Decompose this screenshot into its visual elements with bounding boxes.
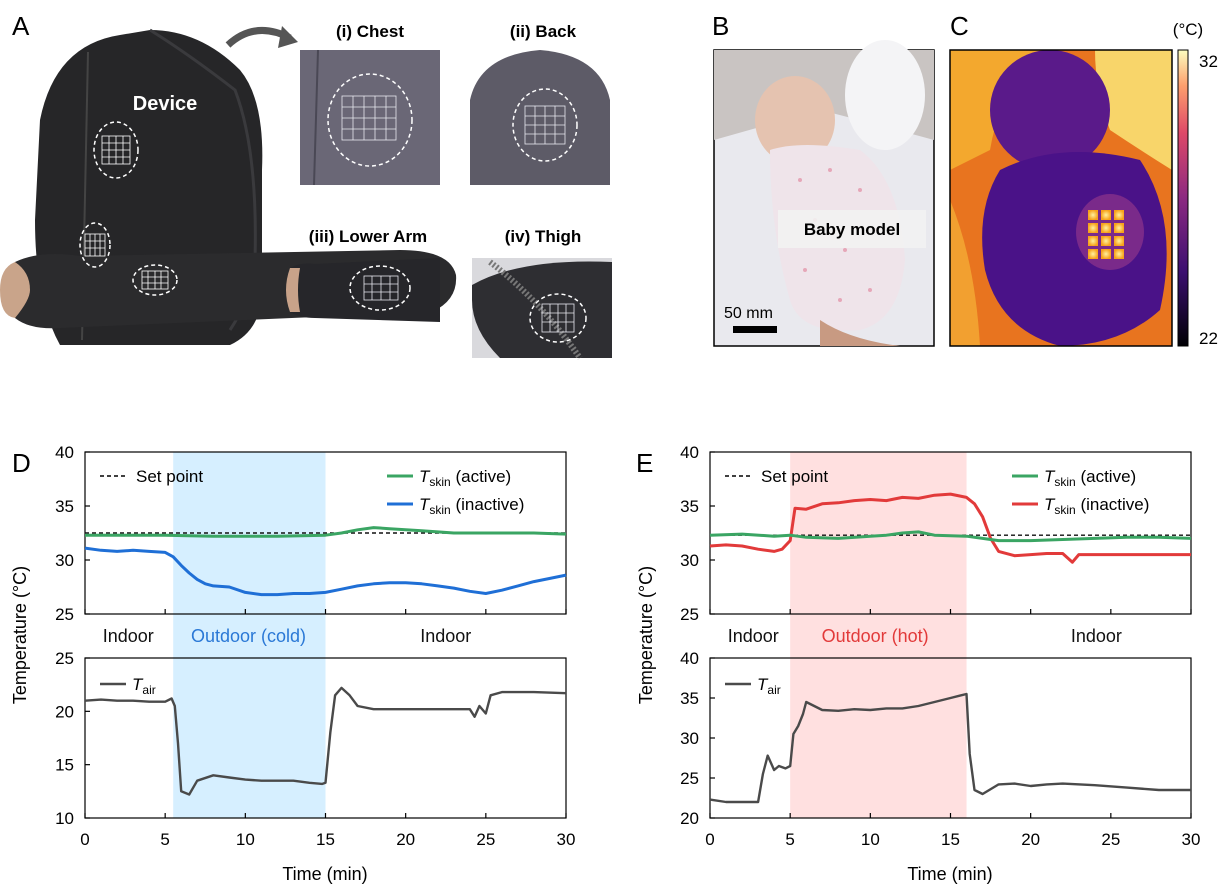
x-tick-label: 20 — [396, 830, 415, 849]
phase-labels-e: Indoor Outdoor (hot) Indoor — [728, 626, 1122, 646]
legend-inactive-label: Tskin (inactive) — [419, 495, 524, 517]
panel-letter-a: A — [12, 11, 30, 41]
colorbar-max-label: 32 — [1199, 52, 1218, 71]
chart-d-top: 25 30 35 40 Set point Tskin (active) Tskin (in… — [55, 443, 567, 624]
x-axis-label-d: Time (min) — [282, 864, 367, 884]
y-tick-label: 25 — [680, 769, 699, 788]
y-tick-label: 25 — [55, 605, 74, 624]
photo-back — [470, 50, 610, 185]
panel-a: A — [0, 11, 612, 360]
x-tick-label: 5 — [785, 830, 794, 849]
y-tick-label: 10 — [55, 809, 74, 828]
x-tick-label: 0 — [80, 830, 89, 849]
y-tick-label: 40 — [680, 649, 699, 668]
shade-rect — [173, 452, 326, 818]
sub-label-thigh: (iv) Thigh — [505, 227, 581, 246]
chart-e: E 25 30 35 40 Set point Tskin (active) Tskin (… — [636, 443, 1200, 884]
y-axis-label-e: Temperature (°C) — [636, 566, 656, 704]
legend-active-label: Tskin (active) — [1044, 467, 1136, 489]
y-tick-label: 30 — [680, 551, 699, 570]
y-tick-label: 30 — [680, 729, 699, 748]
legend-air-label: Tair — [132, 675, 156, 697]
photo-lower-arm — [286, 258, 440, 322]
phase-labels-d: Indoor Outdoor (cold) Indoor — [103, 626, 472, 646]
y-tick-label: 15 — [55, 756, 74, 775]
y-tick-label: 35 — [680, 497, 699, 516]
series-inactive-line — [709, 492, 1191, 564]
photo-chest — [300, 49, 440, 186]
y-tick-label: 35 — [680, 689, 699, 708]
photo-thigh — [472, 258, 612, 360]
phase-label: Outdoor (cold) — [191, 626, 306, 646]
x-tick-label: 10 — [861, 830, 880, 849]
legend-set-point-label: Set point — [136, 467, 203, 486]
sub-label-chest: (i) Chest — [336, 22, 404, 41]
x-tick-label: 30 — [1182, 830, 1201, 849]
series-active-line — [709, 530, 1192, 543]
colorbar-min-label: 22 — [1199, 329, 1218, 348]
panel-letter-b: B — [712, 11, 729, 41]
y-tick-label: 35 — [55, 497, 74, 516]
panel-letter-e: E — [636, 448, 653, 478]
series-active-line — [85, 526, 567, 538]
sub-label-back: (ii) Back — [510, 22, 577, 41]
chart-d: D 25 30 35 40 Set point Tskin (active) Tskin (… — [10, 443, 575, 884]
series-inactive-line — [84, 546, 567, 597]
legend-inactive-label: Tskin (inactive) — [1044, 495, 1149, 517]
y-tick-label: 20 — [680, 809, 699, 828]
legend-set-point-label: Set point — [761, 467, 828, 486]
phase-label: Indoor — [420, 626, 471, 646]
shade-region-cold — [173, 452, 326, 818]
phase-label: Outdoor (hot) — [822, 626, 929, 646]
x-tick-label: 25 — [1101, 830, 1120, 849]
colorbar — [1177, 49, 1189, 347]
x-tick-label: 15 — [941, 830, 960, 849]
y-tick-label: 40 — [680, 443, 699, 462]
y-tick-label: 25 — [55, 649, 74, 668]
y-tick-label: 25 — [680, 605, 699, 624]
x-tick-label: 10 — [236, 830, 255, 849]
series-air-line — [84, 686, 567, 796]
x-tick-label: 20 — [1021, 830, 1040, 849]
device-label: Device — [133, 93, 198, 115]
panel-letter-d: D — [12, 448, 31, 478]
x-tick-label: 5 — [160, 830, 169, 849]
series-air-line — [709, 692, 1191, 804]
x-ticks-e: 0 5 10 15 20 25 30 — [705, 830, 1200, 849]
y-tick-label: 30 — [55, 551, 74, 570]
sub-label-lower-arm: (iii) Lower Arm — [309, 227, 427, 246]
phase-label: Indoor — [1071, 626, 1122, 646]
scale-bar — [733, 326, 777, 333]
x-tick-label: 15 — [316, 830, 335, 849]
shade-rect — [790, 452, 967, 818]
x-tick-label: 30 — [557, 830, 576, 849]
phase-label: Indoor — [728, 626, 779, 646]
scale-bar-label: 50 mm — [724, 305, 773, 322]
shade-region-hot — [790, 452, 967, 818]
chart-e-bottom: 20 25 30 35 40 Tair — [680, 649, 1192, 828]
x-tick-label: 25 — [476, 830, 495, 849]
panel-c: C (°C) 32 22 — [949, 11, 1218, 348]
y-axis-label-d: Temperature (°C) — [10, 566, 30, 704]
panel-letter-c: C — [950, 11, 969, 41]
baby-model-label: Baby model — [804, 220, 900, 239]
chart-d-bottom: 10 15 20 25 Tair — [55, 649, 567, 828]
x-ticks-d: 0 5 10 15 20 25 30 — [80, 830, 575, 849]
thermal-image — [949, 49, 1173, 347]
legend-air-label: Tair — [757, 675, 781, 697]
colorbar-unit: (°C) — [1173, 20, 1203, 39]
x-axis-label-e: Time (min) — [907, 864, 992, 884]
arrow-head-icon — [278, 26, 298, 48]
y-tick-label: 20 — [55, 702, 74, 721]
legend-active-label: Tskin (active) — [419, 467, 511, 489]
x-tick-label: 0 — [705, 830, 714, 849]
panel-b: B Baby model 50 mm — [712, 11, 935, 347]
baby-label-box — [778, 210, 926, 248]
y-tick-label: 40 — [55, 443, 74, 462]
baby-photo — [713, 40, 935, 347]
chart-e-top: 25 30 35 40 Set point Tskin (active) Tskin (in… — [680, 443, 1192, 624]
phase-label: Indoor — [103, 626, 154, 646]
